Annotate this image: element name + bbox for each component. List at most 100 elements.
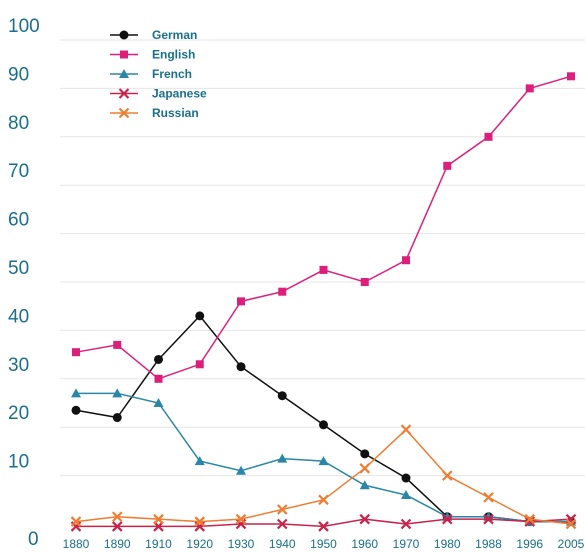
german-series-line (75, 314, 571, 523)
french-data-point (71, 388, 81, 398)
english-data-point (195, 360, 204, 369)
french-data-point (318, 456, 329, 466)
english-data-point (443, 161, 452, 170)
legend-item-english: English (110, 48, 195, 62)
legend-item-german: German (110, 28, 197, 42)
russian-data-point (153, 513, 164, 525)
y-tick-label: 90 (8, 64, 29, 85)
y-tick-label: 40 (8, 306, 29, 327)
japanese-data-point (524, 516, 536, 527)
german-data-point (154, 354, 163, 364)
x-axis-ticks: 1880 1890 1910 1920 1930 1940 1950 1960 1970 1980… (63, 537, 585, 551)
japanese-series (70, 513, 577, 532)
french-data-point (401, 489, 411, 499)
russian-series-line (75, 428, 572, 525)
japanese-data-point (276, 518, 288, 530)
legend: German English French Japanese Russian (110, 28, 207, 120)
x-tick-label: 1996 (516, 537, 543, 551)
x-tick-label: 1930 (228, 537, 255, 551)
x-tick-label: 1910 (145, 537, 172, 551)
german-series (71, 311, 576, 527)
legend-label: English (152, 48, 195, 62)
russian-data-point (441, 470, 453, 481)
english-data-point (484, 132, 493, 141)
x-tick-label: 1920 (186, 537, 213, 551)
english-data-point (360, 278, 369, 286)
english-data-point (567, 72, 575, 81)
french-data-point (236, 465, 246, 475)
japanese-data-point (111, 521, 123, 532)
russian-data-point (111, 511, 123, 523)
x-tick-label: 1960 (351, 537, 378, 551)
french-data-point (277, 453, 288, 463)
english-data-point (72, 348, 80, 357)
japanese-data-point (318, 521, 329, 532)
japanese-data-point (400, 518, 412, 530)
english-data-point (113, 340, 122, 349)
russian-data-point (194, 516, 206, 527)
legend-label: Russian (152, 106, 199, 120)
legend-item-japanese: Japanese (110, 87, 207, 101)
legend-label: French (152, 67, 192, 81)
japanese-data-point (483, 513, 494, 525)
russian-data-point (70, 516, 82, 527)
legend-marker (119, 69, 129, 78)
german-data-point (277, 391, 287, 401)
legend-label: German (152, 28, 197, 42)
russian-data-point (359, 463, 371, 474)
y-tick-label: 30 (8, 355, 29, 376)
japanese-data-point (441, 513, 453, 525)
legend-item-french: French (110, 67, 192, 81)
french-data-point (112, 388, 123, 398)
gridlines (60, 39, 585, 477)
french-data-point (359, 480, 370, 490)
russian-series (70, 424, 577, 530)
legend-marker (118, 107, 130, 119)
legend-marker (119, 30, 129, 40)
y-tick-label: 70 (8, 161, 29, 182)
german-data-point (401, 473, 411, 483)
french-series (71, 388, 576, 526)
english-series-line (75, 75, 572, 380)
x-tick-label: 1940 (269, 537, 296, 551)
german-data-point (319, 420, 328, 430)
y-axis-ticks: 0 10 20 30 40 50 60 70 80 90 100 (8, 16, 40, 550)
english-series (72, 72, 575, 383)
german-data-point (71, 405, 81, 415)
russian-data-point (400, 424, 412, 435)
english-data-point (278, 287, 287, 296)
german-data-point (195, 311, 205, 321)
x-tick-label: 1950 (310, 537, 337, 551)
english-data-point (319, 265, 328, 274)
german-data-point (236, 362, 246, 372)
french-data-point (153, 398, 164, 407)
russian-data-point (276, 504, 288, 515)
x-tick-label: 1890 (104, 537, 131, 551)
legend-marker (120, 50, 128, 59)
japanese-data-point (359, 513, 371, 525)
series-group (70, 72, 577, 532)
french-data-point (194, 456, 205, 466)
english-data-point (525, 84, 534, 93)
german-data-point (360, 449, 370, 459)
y-tick-label: 60 (8, 210, 29, 231)
english-data-point (402, 256, 410, 265)
y-tick-label: 50 (8, 258, 29, 279)
legend-item-russian: Russian (110, 106, 199, 120)
x-tick-label: 1970 (393, 537, 420, 551)
y-tick-label: 100 (8, 16, 40, 37)
x-tick-label: 1880 (63, 537, 90, 551)
x-tick-label: 2005 (558, 537, 585, 551)
russian-data-point (483, 492, 494, 503)
y-tick-label: 20 (8, 403, 29, 424)
english-data-point (237, 297, 245, 306)
y-tick-label: 80 (8, 113, 29, 134)
y-tick-label: 10 (8, 452, 29, 473)
english-data-point (154, 374, 163, 383)
russian-data-point (524, 513, 536, 525)
russian-data-point (235, 513, 247, 525)
russian-data-point (565, 518, 577, 530)
german-data-point (112, 413, 122, 423)
